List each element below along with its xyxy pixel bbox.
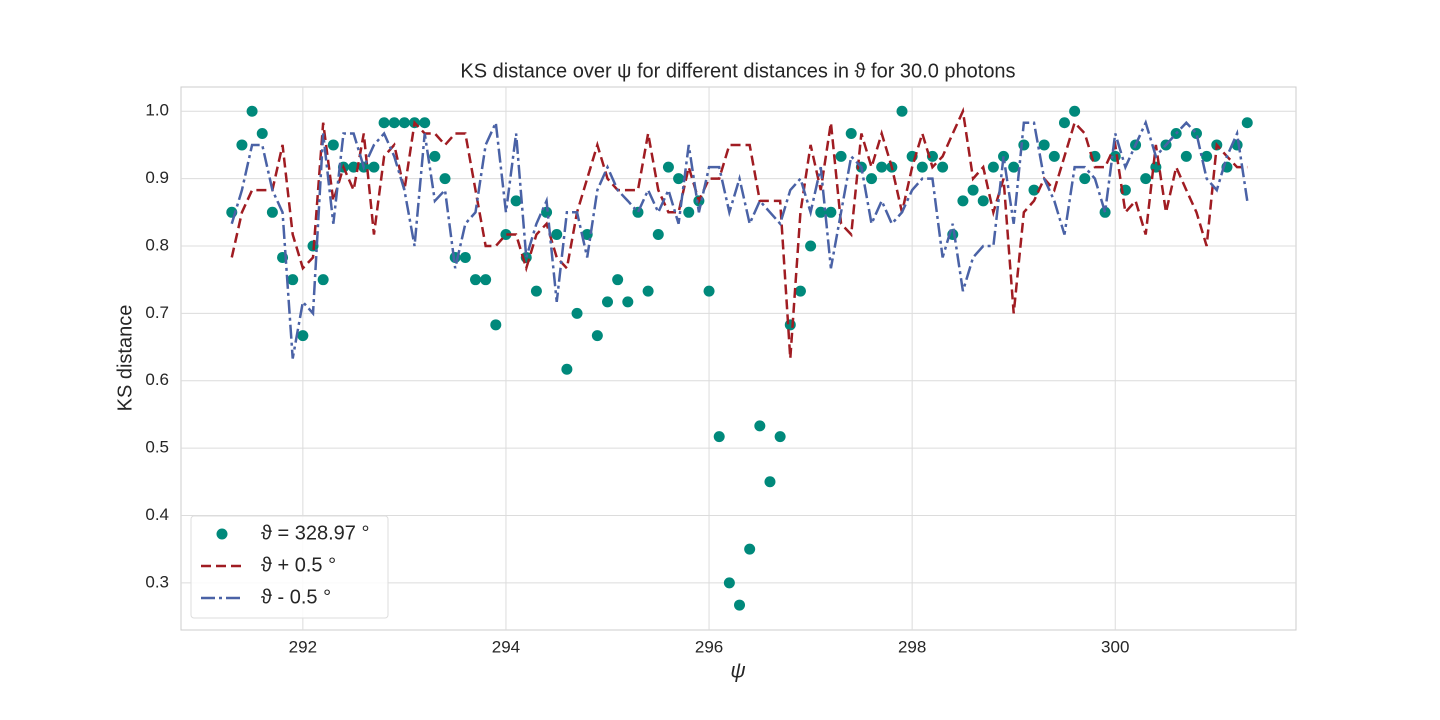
data-point [439,173,451,185]
data-point [612,274,624,286]
y-tick-label: 1.0 [145,101,169,120]
x-tick-label: 298 [898,637,926,656]
data-point [815,206,827,218]
legend-label: ϑ - 0.5 ° [261,586,331,608]
data-point [916,161,928,173]
data-point [642,285,654,297]
data-point [703,285,715,297]
data-line [230,118,1249,359]
data-point [835,150,847,162]
data-point [1140,173,1152,185]
data-point [1028,184,1040,196]
data-point [774,431,786,443]
data-point [957,195,969,207]
x-tick-label: 292 [289,637,317,656]
data-point [368,161,380,173]
data-point [673,173,685,185]
y-tick-label: 0.4 [145,505,169,524]
data-point [926,150,938,162]
data-point [490,319,502,331]
data-point [246,105,258,117]
data-point [571,307,583,319]
data-point [1241,117,1253,129]
data-point [429,150,441,162]
data-point [622,296,634,308]
data-point [1201,150,1213,162]
legend-label: ϑ = 328.97 ° [261,522,369,544]
data-point [866,173,878,185]
legend-marker [216,528,228,540]
data-point [764,476,776,488]
y-tick-label: 0.9 [145,168,169,187]
data-point [500,229,512,241]
y-tick-label: 0.6 [145,370,169,389]
data-point [510,195,522,207]
data-point [459,251,471,263]
chart-title: KS distance over ψ for different distanc… [460,60,1015,82]
legend-label: ϑ + 0.5 ° [261,554,336,576]
data-point [1008,161,1020,173]
data-point [734,599,746,611]
data-point [744,543,756,555]
data-point [723,577,735,589]
data-point [805,240,817,252]
data-point [1058,117,1070,129]
y-axis-label: KS distance [114,305,136,412]
y-tick-label: 0.5 [145,438,169,457]
data-point [662,161,674,173]
data-point [469,274,481,286]
x-axis-label: ψ [730,660,745,683]
data-point [602,296,614,308]
data-point [754,420,766,432]
data-point [1099,206,1111,218]
data-point [236,139,248,151]
data-point [1048,150,1060,162]
data-point [937,161,949,173]
y-tick-label: 0.7 [145,303,169,322]
data-point [652,229,664,241]
data-point [591,330,603,342]
data-point [378,117,390,129]
data-point [419,117,431,129]
data-point [1180,150,1192,162]
data-point [967,184,979,196]
data-point [317,274,329,286]
y-tick-label: 0.8 [145,235,169,254]
data-point [845,127,857,139]
data-point [876,161,888,173]
data-line [230,106,1248,359]
data-point [480,274,492,286]
data-point [297,330,309,342]
legend-box [190,515,389,619]
data-point [530,285,542,297]
data-point [1069,105,1081,117]
data-point [825,206,837,218]
data-point [1079,173,1091,185]
data-point [287,274,299,286]
data-point [713,431,725,443]
x-tick-label: 300 [1101,637,1129,656]
data-point [987,161,999,173]
data-point [977,195,989,207]
data-point [683,206,695,218]
data-point [561,363,573,375]
data-point [1038,139,1050,151]
x-tick-label: 296 [695,637,723,656]
data-point [398,117,410,129]
data-point [794,285,806,297]
data-point [327,139,339,151]
x-tick-label: 294 [492,637,520,656]
y-tick-label: 0.3 [145,572,169,591]
data-point [388,117,400,129]
data-point [266,206,278,218]
data-point [896,105,908,117]
data-point [551,229,563,241]
legend: ϑ = 328.97 ° ϑ + 0.5 ° ϑ - 0.5 ° [190,515,389,619]
data-point [256,127,268,139]
